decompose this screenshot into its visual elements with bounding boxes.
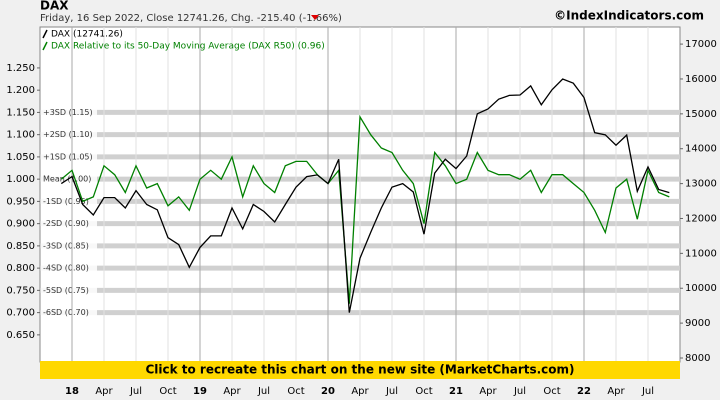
y-tick-label: 1.250 bbox=[6, 63, 35, 74]
y2-tick-label: 14000 bbox=[685, 144, 717, 155]
sd-label: -6SD (0.70) bbox=[43, 308, 89, 317]
chart-title: DAX bbox=[40, 0, 69, 13]
x-tick-label: Jul bbox=[641, 386, 654, 397]
sd-label: +2SD (1.10) bbox=[43, 130, 93, 139]
y-tick-label: 0.900 bbox=[6, 219, 35, 230]
sd-label: +3SD (1.15) bbox=[43, 108, 93, 117]
banner[interactable]: Click to recreate this chart on the new … bbox=[145, 363, 574, 377]
x-tick-label: 20 bbox=[321, 386, 335, 397]
x-tick-label: 19 bbox=[193, 386, 207, 397]
sd-label: +1SD (1.05) bbox=[43, 152, 93, 161]
sd-label-bg bbox=[41, 284, 97, 297]
x-tick-label: Jul bbox=[257, 386, 270, 397]
sd-label-bg bbox=[41, 262, 97, 275]
y2-tick-label: 16000 bbox=[685, 74, 717, 85]
sd-label-bg bbox=[41, 217, 97, 230]
x-tick-label: 21 bbox=[449, 386, 463, 397]
y-tick-label: 0.800 bbox=[6, 263, 35, 274]
y-tick-label: 1.050 bbox=[6, 152, 35, 163]
sd-label-bg bbox=[41, 306, 97, 319]
sd-label: -1SD (0.95) bbox=[43, 197, 89, 206]
x-tick-label: 22 bbox=[577, 386, 591, 397]
x-tick-label: 18 bbox=[65, 386, 79, 397]
y2-tick-label: 12000 bbox=[685, 213, 717, 224]
x-tick-label: Apr bbox=[95, 386, 113, 397]
legend-swatch bbox=[42, 29, 48, 39]
legend-label: DAX (12741.26) bbox=[51, 30, 123, 40]
y2-tick-label: 17000 bbox=[685, 39, 717, 50]
down-arrow bbox=[311, 15, 319, 20]
legend-swatch bbox=[42, 41, 48, 51]
x-tick-label: Jul bbox=[513, 386, 526, 397]
sd-label: -4SD (0.80) bbox=[43, 264, 89, 273]
series-line bbox=[60, 78, 670, 313]
sd-label: -5SD (0.75) bbox=[43, 286, 89, 295]
y-tick-label: 1.100 bbox=[6, 130, 35, 141]
sd-label-bg bbox=[41, 128, 97, 141]
legend-label: DAX Relative to its 50-Day Moving Averag… bbox=[51, 42, 325, 52]
y-tick-label: 0.700 bbox=[6, 308, 35, 319]
y-tick-label: 0.850 bbox=[6, 241, 35, 252]
x-tick-label: Jul bbox=[129, 386, 142, 397]
banner-bg[interactable] bbox=[40, 361, 680, 379]
x-tick-label: Jul bbox=[385, 386, 398, 397]
y2-tick-label: 9000 bbox=[685, 318, 710, 329]
sd-label-bg bbox=[41, 150, 97, 163]
x-tick-label: Apr bbox=[607, 386, 625, 397]
subtitle: Friday, 16 Sep 2022, Close 12741.26, Chg… bbox=[40, 13, 342, 24]
y2-tick-label: 11000 bbox=[685, 248, 717, 259]
y-tick-label: 0.950 bbox=[6, 196, 35, 207]
sd-label-bg bbox=[41, 239, 97, 252]
y2-tick-label: 13000 bbox=[685, 179, 717, 190]
x-tick-label: Oct bbox=[159, 386, 176, 397]
y2-tick-label: 8000 bbox=[685, 353, 710, 364]
watermark: ©IndexIndicators.com bbox=[554, 9, 704, 23]
sd-label: -3SD (0.85) bbox=[43, 241, 89, 250]
sd-label: -2SD (0.90) bbox=[43, 219, 89, 228]
y2-tick-label: 15000 bbox=[685, 109, 717, 120]
x-tick-label: Oct bbox=[543, 386, 560, 397]
x-tick-label: Apr bbox=[351, 386, 369, 397]
y-tick-label: 1.200 bbox=[6, 85, 35, 96]
y-tick-label: 0.750 bbox=[6, 285, 35, 296]
x-tick-label: Oct bbox=[287, 386, 304, 397]
y2-tick-label: 10000 bbox=[685, 283, 717, 294]
y-tick-label: 0.650 bbox=[6, 330, 35, 341]
y-tick-label: 1.150 bbox=[6, 107, 35, 118]
x-tick-label: Oct bbox=[415, 386, 432, 397]
x-tick-label: Apr bbox=[223, 386, 241, 397]
y-tick-label: 1.000 bbox=[6, 174, 35, 185]
series-line bbox=[60, 114, 670, 304]
x-tick-label: Apr bbox=[479, 386, 497, 397]
sd-label-bg bbox=[41, 106, 97, 119]
